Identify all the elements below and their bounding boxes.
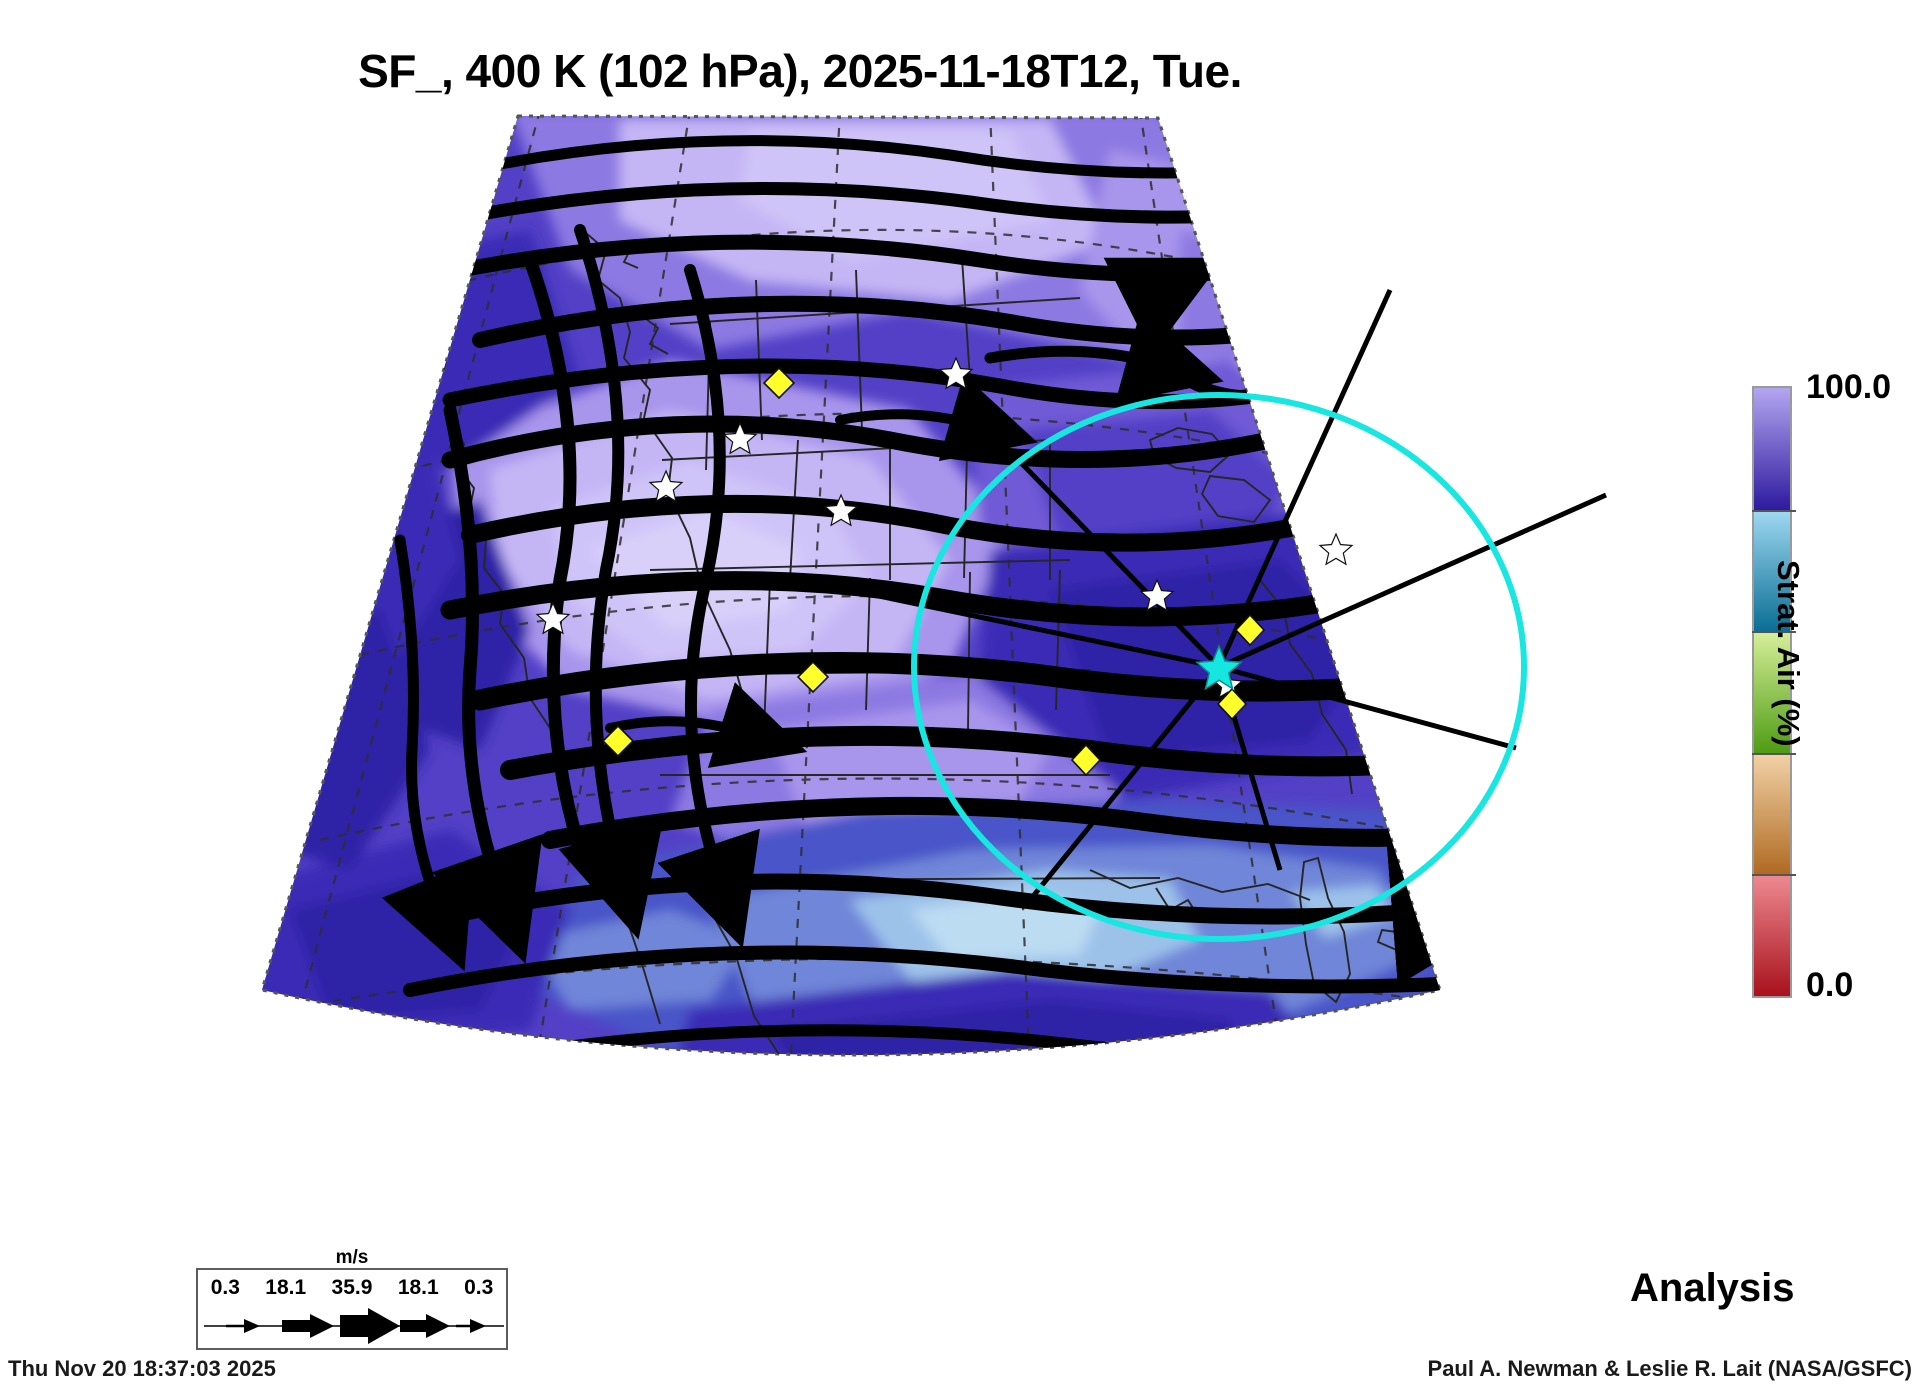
map-figure[interactable] xyxy=(150,110,1710,1250)
colorbar[interactable] xyxy=(1752,386,1796,998)
wind-arrow-scale-icon xyxy=(204,1308,504,1344)
flight-center-star-icon[interactable] xyxy=(1195,643,1243,691)
colorbar-max-label: 100.0 xyxy=(1806,368,1892,406)
station-star-icon[interactable] xyxy=(535,356,1354,699)
flight-range-circle xyxy=(911,392,1527,942)
colorbar-tick xyxy=(1752,874,1796,877)
strat-air-contour-field xyxy=(262,116,1440,1055)
colorbar-min-label: 0.0 xyxy=(1806,966,1854,1004)
wind-value: 0.3 xyxy=(464,1276,494,1299)
author-credit: Paul A. Newman & Leslie R. Lait (NASA/GS… xyxy=(1427,1356,1912,1381)
wind-speed-legend: m/s 0.3 18.1 35.9 18.1 0.3 xyxy=(196,1247,508,1350)
colorbar-band-violet xyxy=(1754,388,1790,510)
wind-value: 0.3 xyxy=(210,1276,240,1299)
wind-value: 18.1 xyxy=(265,1276,307,1299)
analysis-label: Analysis xyxy=(1630,1266,1795,1310)
colorbar-band-tan xyxy=(1754,752,1790,875)
colorbar-band-blue xyxy=(1754,509,1790,632)
page-title: SF_, 400 K (102 hPa), 2025-11-18T12, Tue… xyxy=(358,45,1242,97)
wind-value: 35.9 xyxy=(331,1276,373,1299)
colorbar-tick xyxy=(1752,631,1796,634)
flight-track-lines xyxy=(849,288,1608,902)
colorbar-band-red xyxy=(1754,874,1790,996)
map-markers[interactable] xyxy=(535,356,1354,777)
wind-value-labels: 0.3 18.1 35.9 18.1 0.3 xyxy=(198,1276,506,1300)
colorbar-axis-label: Strat. Air (%) xyxy=(1771,560,1806,747)
colorbar-band-green xyxy=(1754,631,1790,753)
wind-unit-label: m/s xyxy=(335,1247,369,1268)
generation-timestamp: Thu Nov 20 18:37:03 2025 xyxy=(8,1356,276,1381)
waypoint-diamond-icon[interactable] xyxy=(601,366,1266,777)
colorbar-tick xyxy=(1752,509,1796,512)
colorbar-tick xyxy=(1752,752,1796,755)
wind-value: 18.1 xyxy=(397,1276,439,1299)
map-panel[interactable] xyxy=(150,110,1710,1250)
